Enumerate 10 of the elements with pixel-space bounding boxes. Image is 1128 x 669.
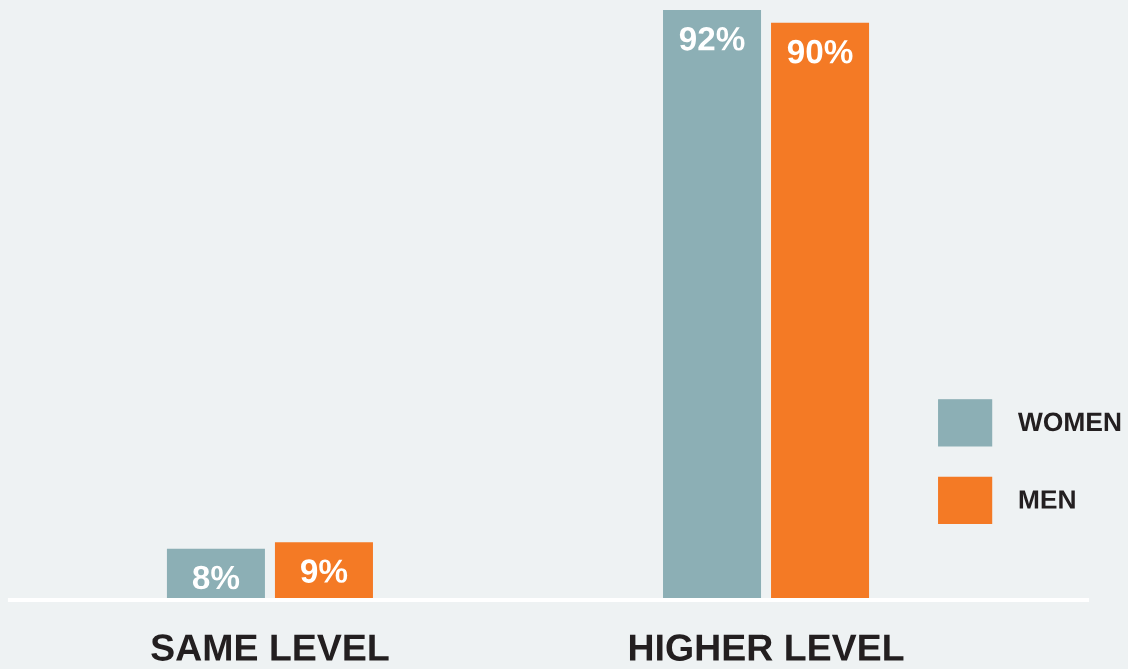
x-tick-label: SAME LEVEL bbox=[151, 634, 389, 661]
data-label: 8% bbox=[192, 565, 240, 590]
legend-label: MEN bbox=[1019, 490, 1075, 509]
data-label: 92% bbox=[679, 27, 745, 51]
bar bbox=[771, 22, 870, 600]
x-tick-label: HIGHER LEVEL bbox=[629, 634, 904, 661]
legend-label: WOMEN bbox=[1017, 412, 1121, 432]
bar bbox=[663, 10, 762, 600]
data-label: 9% bbox=[301, 559, 348, 583]
data-label: 90% bbox=[787, 39, 853, 64]
